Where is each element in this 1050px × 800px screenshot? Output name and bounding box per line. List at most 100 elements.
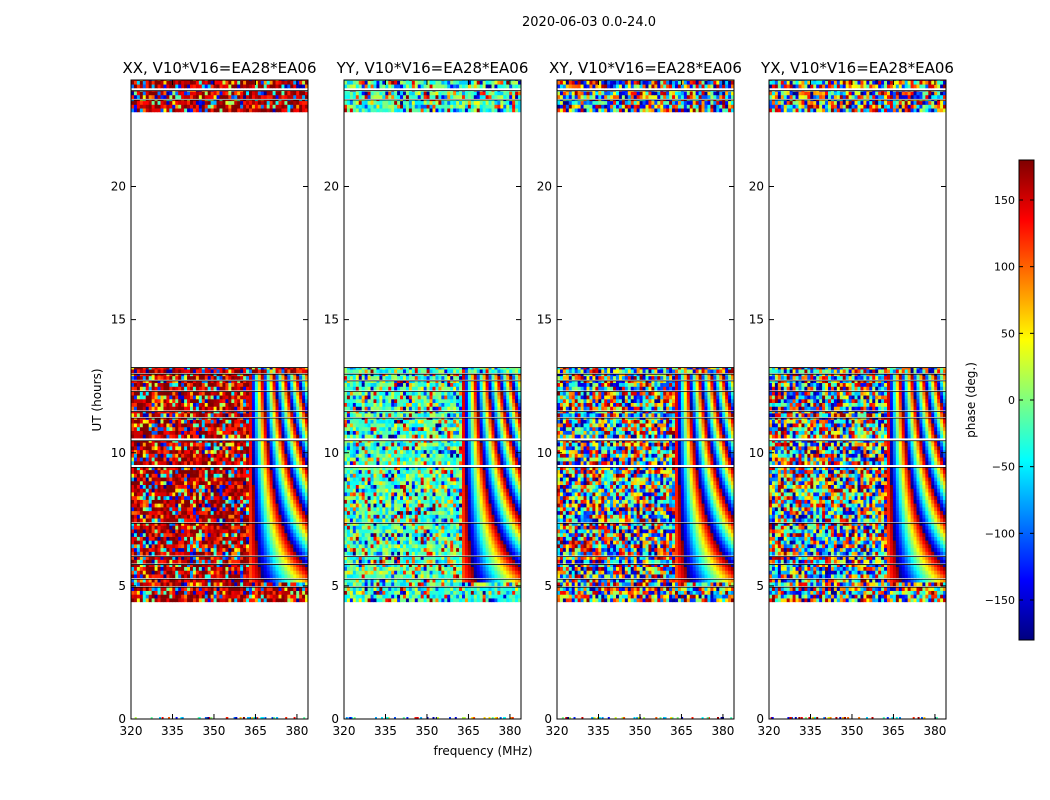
heatmap-cell: [175, 540, 179, 545]
heatmap-cell: [287, 484, 291, 489]
heatmap-cell: [133, 492, 138, 497]
heatmap-cell: [290, 91, 294, 96]
heatmap-cell: [243, 446, 247, 451]
heatmap-cell: [299, 100, 303, 105]
heatmap-cell: [216, 514, 220, 519]
heatmap-cell: [160, 598, 164, 603]
heatmap-cell: [216, 374, 220, 377]
heatmap-cell: [296, 477, 300, 482]
heatmap-cell: [302, 529, 306, 534]
heatmap-cell: [408, 598, 413, 603]
heatmap-cell: [243, 488, 247, 493]
heatmap-cell: [275, 430, 279, 435]
heatmap-cell: [509, 594, 513, 599]
heatmap-cell: [184, 426, 188, 431]
heatmap-cell: [151, 423, 155, 428]
heatmap-cell: [355, 570, 360, 575]
heatmap-cell: [249, 590, 253, 595]
heatmap-cell: [151, 100, 155, 105]
heatmap-cell: [485, 570, 489, 575]
heatmap-cell: [154, 382, 158, 387]
heatmap-cell: [166, 503, 170, 508]
heatmap-cell: [166, 536, 170, 541]
heatmap-cell: [361, 590, 366, 595]
heatmap-cell: [225, 529, 229, 534]
heatmap-cell: [405, 587, 410, 591]
heatmap-cell: [414, 574, 419, 579]
heatmap-cell: [139, 423, 144, 428]
heatmap-cell: [260, 442, 265, 447]
heatmap-cell: [145, 104, 150, 109]
heatmap-cell: [207, 430, 212, 435]
heatmap-cell: [207, 556, 212, 560]
heatmap-cell: [284, 477, 288, 482]
heatmap-cell: [225, 523, 229, 526]
heatmap-cell: [136, 582, 141, 587]
heatmap-cell: [219, 514, 223, 519]
heatmap-cell: [166, 495, 170, 500]
heatmap-cell: [269, 473, 273, 478]
heatmap-cell: [299, 473, 303, 478]
heatmap-cell: [237, 564, 241, 568]
heatmap-cell: [181, 426, 185, 431]
heatmap-cell: [187, 442, 191, 447]
heatmap-cell: [305, 525, 308, 530]
heatmap-cell: [246, 570, 250, 575]
heatmap-cell: [166, 457, 170, 462]
heatmap-cell: [290, 477, 294, 482]
heatmap-cell: [136, 480, 141, 485]
heatmap-cell: [278, 461, 282, 466]
heatmap-cell: [299, 80, 303, 85]
heatmap-cell: [163, 430, 167, 435]
heatmap-cell: [163, 477, 167, 482]
heatmap-cell: [198, 532, 203, 537]
heatmap-cell: [154, 518, 158, 523]
heatmap-cell: [160, 446, 164, 451]
heatmap-cell: [192, 467, 197, 471]
heatmap-cell: [281, 518, 285, 523]
heatmap-cell: [192, 100, 197, 105]
heatmap-cell: [246, 564, 250, 568]
heatmap-cell: [290, 108, 294, 113]
heatmap-cell: [198, 398, 203, 403]
heatmap-cell: [284, 590, 288, 595]
heatmap-cell: [346, 587, 351, 591]
heatmap-cell: [201, 419, 206, 424]
heatmap-cell: [246, 551, 250, 556]
heatmap-cell: [284, 570, 288, 575]
heatmap-cell: [263, 108, 268, 113]
heatmap-cell: [201, 559, 206, 564]
heatmap-cell: [352, 579, 357, 583]
heatmap-cell: [231, 108, 235, 113]
heatmap-cell: [299, 418, 303, 420]
heatmap-cell: [163, 598, 167, 603]
heatmap-cell: [373, 579, 377, 583]
heatmap-cell: [131, 413, 135, 418]
heatmap-cell: [184, 423, 188, 428]
heatmap-cell: [219, 423, 223, 428]
heatmap-cell: [178, 473, 182, 478]
heatmap-cell: [260, 398, 265, 403]
heatmap-cell: [210, 477, 214, 482]
heatmap-cell: [175, 566, 179, 571]
heatmap-cell: [275, 477, 279, 482]
heatmap-cell: [302, 367, 306, 370]
heatmap-cell: [169, 480, 173, 485]
heatmap-cell: [278, 590, 282, 595]
heatmap-cell: [142, 559, 147, 564]
heatmap-cell: [154, 579, 158, 583]
heatmap-cell: [269, 442, 273, 447]
flag-cell: [414, 717, 417, 719]
heatmap-cell: [175, 547, 179, 552]
heatmap-cell: [139, 536, 144, 541]
heatmap-cell: [207, 503, 212, 508]
heatmap-cell: [225, 473, 229, 478]
heatmap-cell: [142, 104, 147, 109]
heatmap-cell: [284, 100, 288, 105]
heatmap-cell: [151, 559, 155, 564]
heatmap-cell: [453, 582, 457, 587]
heatmap-cell: [133, 406, 138, 411]
heatmap-cell: [192, 411, 197, 414]
heatmap-cell: [136, 484, 141, 489]
heatmap-cell: [222, 419, 226, 424]
